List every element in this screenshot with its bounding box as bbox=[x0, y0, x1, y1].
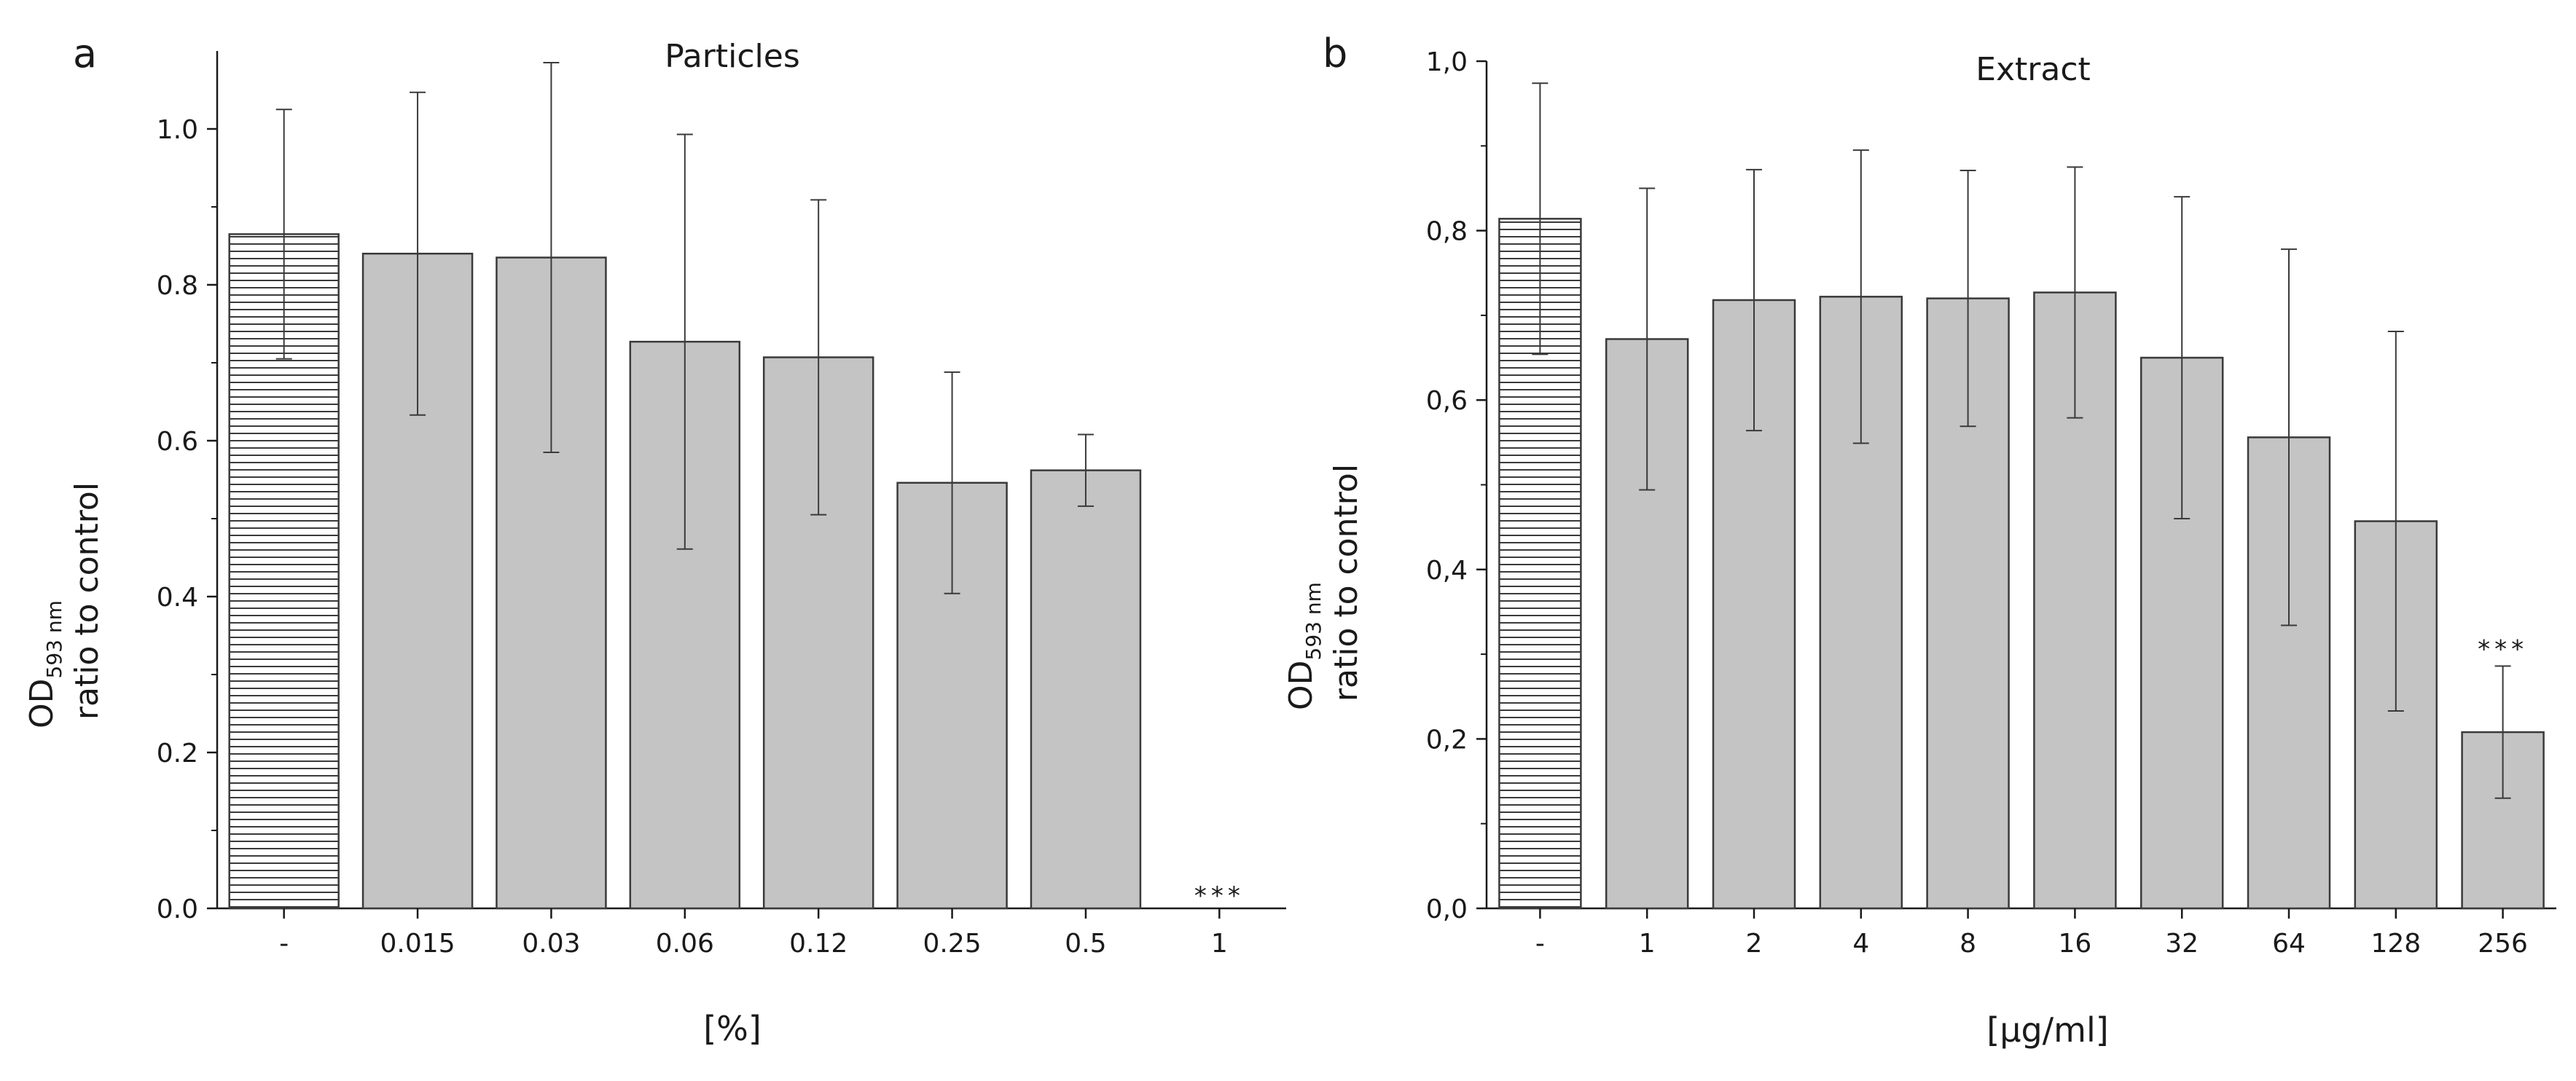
chart-panel-b: b Extract OD593 nm ratio to control [µg/… bbox=[1283, 31, 2556, 1050]
panel-b-marks: 0,0 0,2 0,4 0,6 0,8 1,0 - 1 2 4 8 16 32 64 128 256 *** bbox=[1426, 47, 2556, 959]
y-tick-label: 0.8 bbox=[157, 271, 198, 301]
x-tick-label: 0.015 bbox=[380, 929, 455, 959]
panel-a-y-label-subscript: 593 nm bbox=[42, 600, 66, 678]
panel-b-title: Extract bbox=[1976, 51, 2091, 88]
panel-b-x-axis-label: [µg/ml] bbox=[1986, 1010, 2108, 1050]
y-tick-label: 0,8 bbox=[1426, 217, 1468, 247]
y-tick-label: 0.4 bbox=[157, 583, 198, 613]
x-tick-label: 0.06 bbox=[656, 929, 714, 959]
y-tick-label: 0,4 bbox=[1426, 556, 1468, 586]
panel-a-y-axis-label: OD593 nm ratio to control bbox=[23, 482, 106, 728]
y-tick-label: 0,0 bbox=[1426, 895, 1468, 924]
y-tick-label: 1.0 bbox=[157, 115, 198, 145]
panel-b-y-label-ratio: ratio to control bbox=[1328, 464, 1365, 701]
panel-a-title: Particles bbox=[665, 38, 800, 75]
panel-a-x-axis-label: [%] bbox=[703, 1009, 762, 1048]
significance-annotation: *** bbox=[2478, 634, 2528, 664]
panel-a-label: a bbox=[73, 31, 97, 76]
x-tick-label: 64 bbox=[2272, 929, 2306, 959]
svg-text:OD593 nm: OD593 nm bbox=[1283, 582, 1326, 710]
x-tick-label: 16 bbox=[2058, 929, 2091, 959]
panel-b-y-label-subscript: 593 nm bbox=[1301, 582, 1326, 660]
x-tick-label: 256 bbox=[2478, 929, 2528, 959]
x-tick-label: - bbox=[279, 929, 289, 959]
bar bbox=[1030, 469, 1142, 910]
x-tick-label: 0.5 bbox=[1065, 929, 1106, 959]
y-tick-label: 0,6 bbox=[1426, 386, 1468, 416]
x-tick-label: 1 bbox=[1639, 929, 1656, 959]
x-tick-label: 128 bbox=[2371, 929, 2421, 959]
panel-b-label: b bbox=[1323, 31, 1347, 76]
panel-a-y-label-od: OD bbox=[23, 678, 60, 728]
x-tick-label: 1 bbox=[1211, 929, 1228, 959]
x-tick-label: 8 bbox=[1960, 929, 1976, 959]
x-tick-label: 2 bbox=[1746, 929, 1763, 959]
panel-a-y-label-ratio: ratio to control bbox=[68, 482, 106, 720]
panel-b-y-label-od: OD bbox=[1283, 660, 1320, 710]
x-tick-label: 32 bbox=[2165, 929, 2199, 959]
x-tick-label: 0.12 bbox=[789, 929, 847, 959]
panel-b-y-axis-label: OD593 nm ratio to control bbox=[1283, 464, 1365, 710]
y-tick-label: 0.0 bbox=[157, 895, 198, 924]
y-tick-label: 0.2 bbox=[157, 739, 198, 769]
svg-text:OD593 nm: OD593 nm bbox=[23, 600, 66, 728]
y-tick-label: 0,2 bbox=[1426, 725, 1468, 755]
significance-annotation: *** bbox=[1194, 881, 1245, 911]
y-tick-label: 0.6 bbox=[157, 427, 198, 457]
y-tick-label: 1,0 bbox=[1426, 47, 1468, 77]
chart-panel-a: a Particles OD593 nm ratio to control [%… bbox=[23, 31, 1286, 1048]
panel-a-marks: 0.0 0.2 0.4 0.6 0.8 1.0 - 0.015 0.03 0.06 0.12 0.25… bbox=[157, 51, 1286, 959]
x-tick-label: 0.03 bbox=[522, 929, 580, 959]
x-tick-label: - bbox=[1535, 929, 1545, 959]
x-tick-label: 0.25 bbox=[923, 929, 981, 959]
x-tick-label: 4 bbox=[1852, 929, 1869, 959]
